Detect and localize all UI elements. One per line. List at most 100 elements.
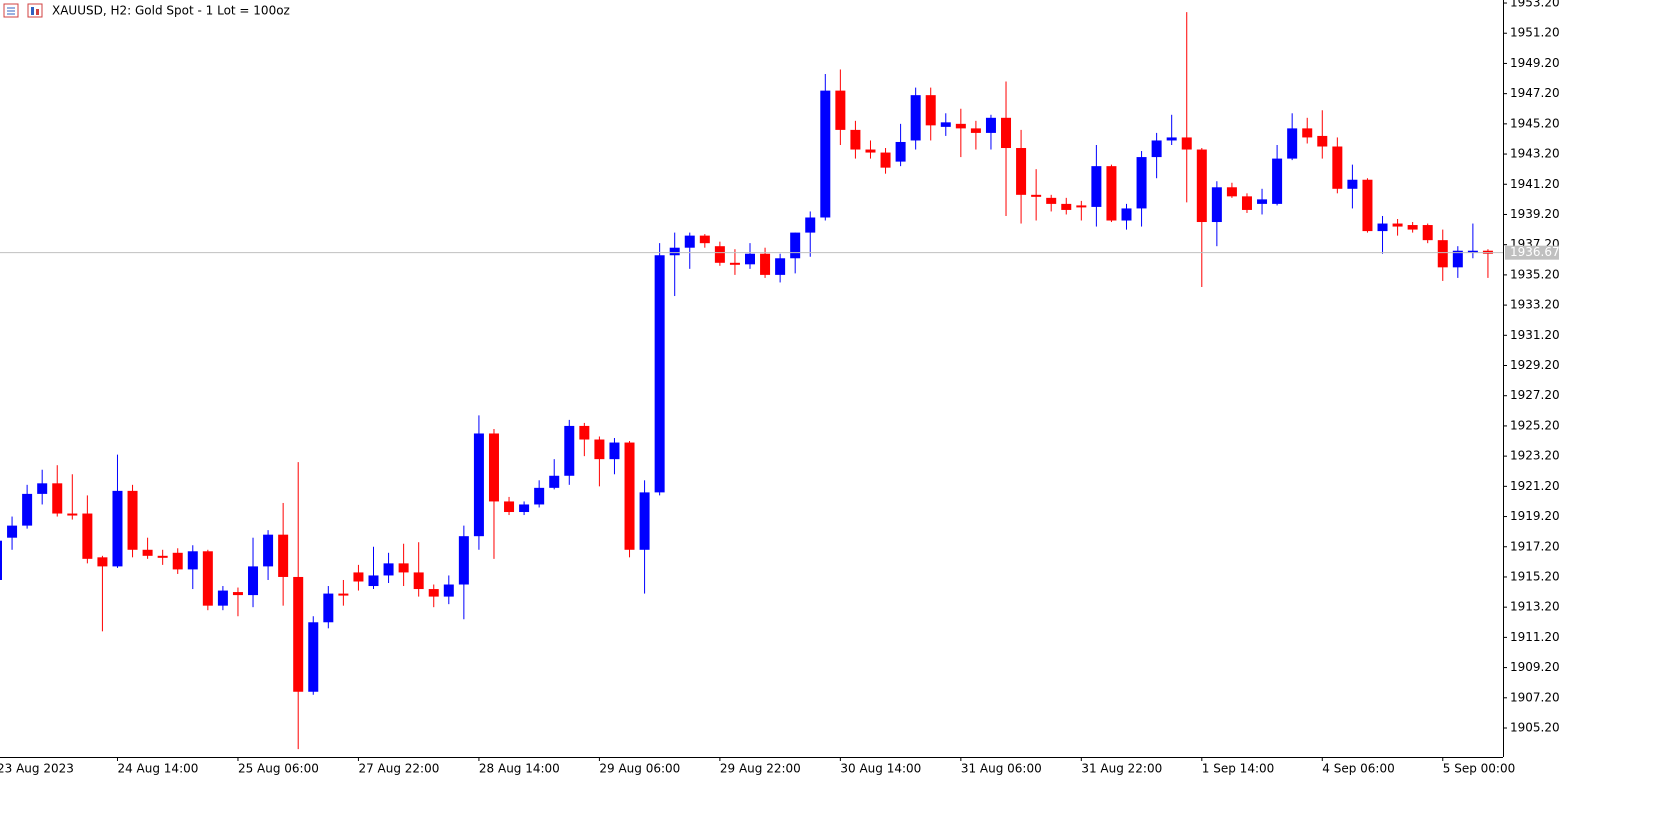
candle-body <box>820 90 831 218</box>
candle-body <box>1151 140 1162 158</box>
candle-body <box>1287 128 1298 159</box>
candle-body <box>1241 196 1252 210</box>
candle-body <box>775 258 786 275</box>
y-tick-label: 1927.20 <box>1510 388 1560 402</box>
candle-body <box>187 551 198 570</box>
candle-body <box>910 95 921 141</box>
icon <box>27 3 43 18</box>
candle-body <box>729 262 740 265</box>
y-tick-label: 1929.20 <box>1510 358 1560 372</box>
candle-body <box>1226 187 1237 197</box>
candle-body <box>398 563 409 573</box>
candle-body <box>7 525 18 538</box>
candle-body <box>127 490 138 550</box>
candle-body <box>1031 194 1042 197</box>
x-tick-label: 28 Aug 14:00 <box>479 762 560 776</box>
candle-body <box>248 566 259 596</box>
x-tick-label: 5 Sep 00:00 <box>1443 762 1515 776</box>
candle-body <box>1302 128 1313 138</box>
candle-body <box>428 589 439 597</box>
y-tick-label: 1921.20 <box>1510 479 1560 493</box>
candle-body <box>579 425 590 440</box>
y-tick-label: 1925.20 <box>1510 418 1560 432</box>
candle-body <box>308 622 319 692</box>
y-tick-label: 1943.20 <box>1510 147 1560 161</box>
candle-body <box>1091 166 1102 207</box>
candle-body <box>835 90 846 130</box>
candle-body <box>157 555 168 558</box>
candle-body <box>0 540 2 580</box>
candle-body <box>368 575 379 587</box>
candle-body <box>263 534 274 567</box>
candle-body <box>880 152 891 168</box>
x-tick-label: 31 Aug 22:00 <box>1081 762 1162 776</box>
current-price-box <box>1505 245 1559 260</box>
candle-body <box>1272 158 1283 204</box>
candle-body <box>1196 149 1207 223</box>
candle-body <box>1136 157 1147 209</box>
candle-body <box>473 433 484 537</box>
candle-body <box>760 253 771 275</box>
symbol-icons <box>3 3 43 18</box>
candle-body <box>895 141 906 162</box>
candle-body <box>534 487 545 505</box>
candle-body <box>609 442 620 460</box>
candle-body <box>504 501 515 513</box>
x-tick-label: 24 Aug 14:00 <box>117 762 198 776</box>
candle-body <box>639 492 650 550</box>
candle-body <box>805 217 816 233</box>
y-tick-label: 1911.20 <box>1510 630 1560 644</box>
candle-body <box>1422 225 1433 241</box>
x-tick-label: 1 Sep 14:00 <box>1202 762 1274 776</box>
candle-body <box>1257 199 1268 204</box>
candle-body <box>97 557 108 567</box>
x-tick-label: 31 Aug 06:00 <box>961 762 1042 776</box>
y-tick-label: 1953.20 <box>1510 0 1560 10</box>
candle-body <box>458 536 469 585</box>
x-tick-label: 4 Sep 06:00 <box>1322 762 1394 776</box>
x-tick-label: 23 Aug 2023 <box>0 762 74 776</box>
candle-body <box>549 475 560 488</box>
candle-body <box>37 483 48 494</box>
candle-body <box>1452 250 1463 268</box>
candle-body <box>925 95 936 126</box>
candle-body <box>338 593 349 596</box>
y-tick-label: 1933.20 <box>1510 298 1560 312</box>
candle-body <box>1046 197 1057 204</box>
candle-body <box>1407 225 1418 230</box>
candle-body <box>594 439 605 460</box>
candle-body <box>1347 179 1358 189</box>
candle-body <box>714 246 725 263</box>
y-tick-label: 1949.20 <box>1510 56 1560 70</box>
y-tick-label: 1915.20 <box>1510 569 1560 583</box>
candle-body <box>278 534 289 577</box>
candle-body <box>1317 135 1328 147</box>
y-tick-label: 1935.20 <box>1510 267 1560 281</box>
candle-body <box>488 433 499 502</box>
candle-body <box>1211 187 1222 223</box>
icon <box>36 9 39 15</box>
candle-body <box>1016 148 1027 195</box>
candle-body <box>1106 166 1117 221</box>
candle-body <box>790 232 801 259</box>
candle-body <box>940 122 951 127</box>
candle-body <box>202 551 213 606</box>
y-tick-label: 1905.20 <box>1510 721 1560 735</box>
x-tick-label: 30 Aug 14:00 <box>840 762 921 776</box>
candle-body <box>745 253 755 265</box>
y-tick-label: 1917.20 <box>1510 539 1560 553</box>
y-tick-label: 1923.20 <box>1510 449 1560 463</box>
x-tick-label: 29 Aug 06:00 <box>599 762 680 776</box>
candle-body <box>383 563 394 576</box>
candle-body <box>1377 223 1388 232</box>
y-tick-label: 1907.20 <box>1510 690 1560 704</box>
candle-body <box>624 442 635 550</box>
y-tick-label: 1909.20 <box>1510 660 1560 674</box>
candle-body <box>172 552 183 570</box>
y-tick-label: 1931.20 <box>1510 328 1560 342</box>
candle-body <box>1076 205 1087 208</box>
chart-title: XAUUSD, H2: Gold Spot - 1 Lot = 100oz <box>52 4 290 18</box>
candle-body <box>293 576 304 692</box>
candle-body <box>52 483 63 514</box>
